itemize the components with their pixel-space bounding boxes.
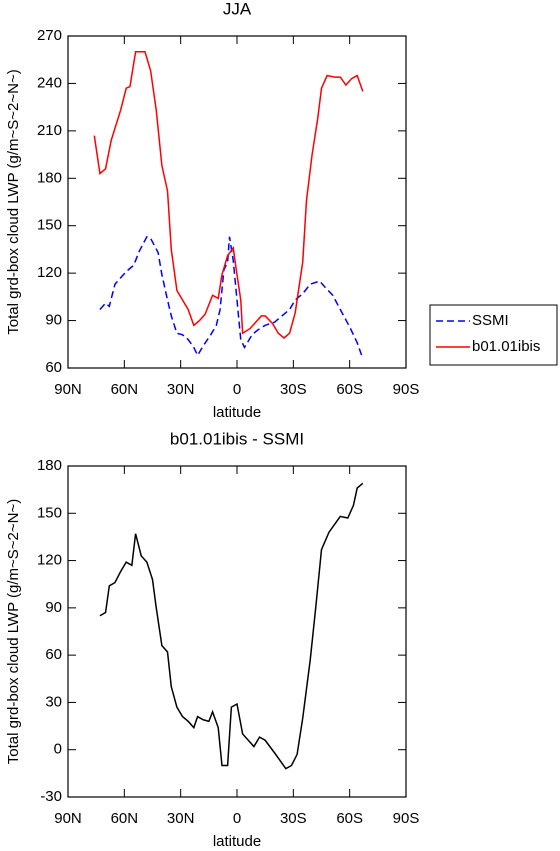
legend-label: b01.01ibis bbox=[472, 338, 540, 355]
y-tick-label: 90 bbox=[45, 599, 62, 616]
x-tick-label: 0 bbox=[233, 381, 241, 398]
y-tick-label: 210 bbox=[37, 122, 62, 139]
data-line bbox=[99, 482, 364, 770]
chart-title: JJA bbox=[223, 0, 252, 18]
plot-frame bbox=[67, 35, 407, 369]
x-tick-label: 60N bbox=[111, 810, 139, 827]
x-tick-label: 60S bbox=[336, 381, 363, 398]
y-tick-label: 120 bbox=[37, 552, 62, 569]
x-tick-label: 30S bbox=[280, 381, 307, 398]
y-tick-label: 90 bbox=[45, 312, 62, 329]
y-axis-label: Total grd-box cloud LWP (g/m~S~2~N~) bbox=[5, 499, 22, 764]
y-tick-label: 180 bbox=[37, 169, 62, 186]
x-axis-label: latitude bbox=[213, 833, 261, 850]
y-tick-label: 30 bbox=[45, 693, 62, 710]
y-tick-label: -30 bbox=[40, 788, 62, 805]
x-tick-label: 30N bbox=[167, 810, 195, 827]
y-tick-label: 0 bbox=[54, 741, 62, 758]
x-tick-label: 90S bbox=[393, 381, 420, 398]
data-line bbox=[93, 51, 364, 339]
x-tick-label: 90N bbox=[54, 381, 82, 398]
x-tick-label: 30S bbox=[280, 810, 307, 827]
chart-title: b01.01ibis - SSMI bbox=[170, 429, 304, 448]
y-tick-label: 180 bbox=[37, 457, 62, 474]
y-axis-label: Total grd-box cloud LWP (g/m~S~2~N~) bbox=[5, 69, 22, 334]
y-tick-label: 60 bbox=[45, 646, 62, 663]
x-axis-label: latitude bbox=[213, 404, 261, 421]
y-tick-label: 270 bbox=[37, 27, 62, 44]
y-tick-label: 240 bbox=[37, 74, 62, 91]
legend-box bbox=[429, 304, 558, 366]
x-tick-label: 90N bbox=[54, 810, 82, 827]
plot-frame bbox=[67, 465, 407, 798]
x-tick-label: 90S bbox=[393, 810, 420, 827]
y-tick-label: 60 bbox=[45, 359, 62, 376]
x-tick-label: 60S bbox=[336, 810, 363, 827]
y-tick-label: 150 bbox=[37, 217, 62, 234]
legend-label: SSMI bbox=[472, 312, 509, 329]
x-tick-label: 60N bbox=[111, 381, 139, 398]
y-tick-label: 120 bbox=[37, 264, 62, 281]
x-tick-label: 30N bbox=[167, 381, 195, 398]
data-line bbox=[99, 235, 364, 359]
y-tick-label: 150 bbox=[37, 504, 62, 521]
x-tick-label: 0 bbox=[233, 810, 241, 827]
